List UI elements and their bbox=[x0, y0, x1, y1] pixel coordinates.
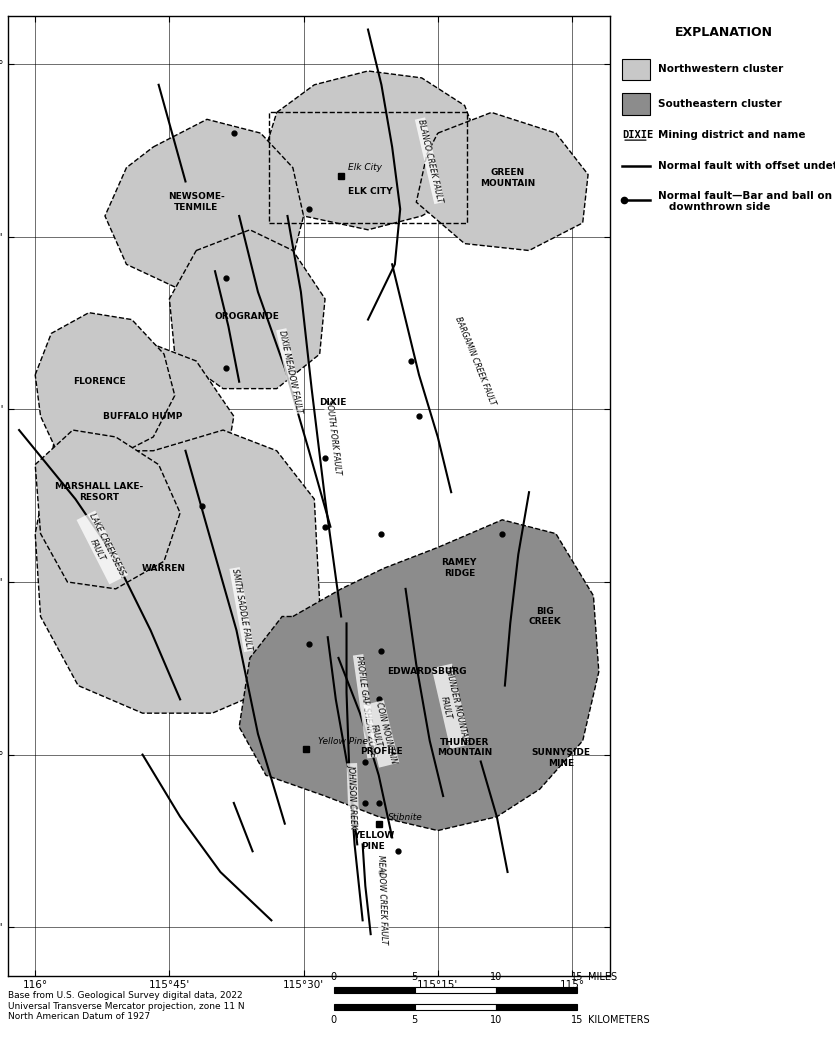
FancyBboxPatch shape bbox=[622, 59, 650, 80]
Text: 10: 10 bbox=[490, 971, 502, 982]
Text: PROFILE GAP SHEAR ZONE: PROFILE GAP SHEAR ZONE bbox=[354, 655, 377, 757]
Text: YELLOW
PINE: YELLOW PINE bbox=[352, 831, 394, 851]
Text: 0: 0 bbox=[331, 1014, 337, 1025]
Text: BIG
CREEK: BIG CREEK bbox=[529, 606, 561, 626]
Text: Northwestern cluster: Northwestern cluster bbox=[658, 64, 783, 74]
Text: MARSHALL LAKE-
RESORT: MARSHALL LAKE- RESORT bbox=[55, 483, 144, 501]
Text: COIN MOUNTAIN
FAULT: COIN MOUNTAIN FAULT bbox=[364, 701, 398, 767]
Polygon shape bbox=[261, 71, 481, 230]
Bar bbox=[333, 1004, 415, 1010]
Text: LAKE CREEK-SESS.
FAULT: LAKE CREEK-SESS. FAULT bbox=[78, 512, 127, 583]
Text: 15: 15 bbox=[571, 971, 584, 982]
Text: PROFILE: PROFILE bbox=[360, 747, 402, 755]
Text: BUFFALO HUMP: BUFFALO HUMP bbox=[103, 412, 182, 421]
Bar bbox=[496, 986, 577, 992]
Text: Base from U.S. Geological Survey digital data, 2022
Universal Transverse Mercato: Base from U.S. Geological Survey digital… bbox=[8, 991, 245, 1021]
Polygon shape bbox=[239, 520, 599, 831]
Text: DIXIE: DIXIE bbox=[320, 398, 347, 407]
Text: OROGRANDE: OROGRANDE bbox=[215, 312, 280, 321]
Polygon shape bbox=[105, 120, 304, 292]
Bar bbox=[415, 1004, 496, 1010]
Text: NEWSOME-
TENMILE: NEWSOME- TENMILE bbox=[168, 192, 225, 212]
Polygon shape bbox=[170, 230, 325, 388]
Text: Southeastern cluster: Southeastern cluster bbox=[658, 99, 782, 109]
Text: 5: 5 bbox=[412, 1014, 418, 1025]
Text: 10: 10 bbox=[490, 1014, 502, 1025]
Text: BARGAMIN CREEK FAULT: BARGAMIN CREEK FAULT bbox=[453, 316, 498, 407]
Text: 15: 15 bbox=[571, 1014, 584, 1025]
Text: GREEN
MOUNTAIN: GREEN MOUNTAIN bbox=[480, 168, 535, 188]
Text: RAMEY
RIDGE: RAMEY RIDGE bbox=[442, 558, 477, 578]
Text: WARREN: WARREN bbox=[142, 563, 186, 573]
Text: downthrown side: downthrown side bbox=[658, 202, 771, 212]
Text: Mining district and name: Mining district and name bbox=[658, 130, 806, 140]
Text: THUNDER MOUNTAIN
FAULT: THUNDER MOUNTAIN FAULT bbox=[433, 664, 470, 748]
Text: JOHNSON CREEK: JOHNSON CREEK bbox=[347, 764, 358, 829]
Text: DIXIE: DIXIE bbox=[622, 130, 654, 140]
Text: MILES: MILES bbox=[589, 971, 618, 982]
Text: MEADOW CREEK FAULT: MEADOW CREEK FAULT bbox=[377, 855, 388, 944]
Polygon shape bbox=[51, 340, 234, 506]
Text: EDWARDSBURG: EDWARDSBURG bbox=[387, 667, 467, 677]
Text: FLORENCE: FLORENCE bbox=[73, 378, 126, 386]
Text: DIXIE MEADOW FAULT: DIXIE MEADOW FAULT bbox=[277, 329, 303, 413]
Text: Normal fault with offset undetermined: Normal fault with offset undetermined bbox=[658, 160, 835, 171]
Bar bbox=[269, 112, 468, 222]
Polygon shape bbox=[417, 112, 588, 251]
Text: EXPLANATION: EXPLANATION bbox=[676, 26, 773, 40]
Text: BLANCO CREEK FAULT: BLANCO CREEK FAULT bbox=[416, 119, 443, 204]
Text: THUNDER
MOUNTAIN: THUNDER MOUNTAIN bbox=[437, 738, 493, 757]
Text: KILOMETERS: KILOMETERS bbox=[589, 1014, 650, 1025]
Text: 5: 5 bbox=[412, 971, 418, 982]
Text: Yellow Pine: Yellow Pine bbox=[318, 737, 368, 746]
Text: ELK CITY: ELK CITY bbox=[348, 188, 393, 196]
Polygon shape bbox=[35, 313, 175, 465]
Text: Stibnite: Stibnite bbox=[388, 813, 423, 821]
Text: Elk City: Elk City bbox=[347, 163, 382, 172]
Text: 0: 0 bbox=[331, 971, 337, 982]
Text: SMITH SADDLE FAULT: SMITH SADDLE FAULT bbox=[230, 568, 254, 651]
Bar bbox=[496, 1004, 577, 1010]
Polygon shape bbox=[35, 430, 180, 588]
Text: Normal fault—Bar and ball on: Normal fault—Bar and ball on bbox=[658, 191, 832, 201]
Bar bbox=[415, 986, 496, 992]
Text: SOUTH FORK FAULT: SOUTH FORK FAULT bbox=[324, 399, 342, 475]
Polygon shape bbox=[35, 430, 320, 713]
Text: SUNNYSIDE
MINE: SUNNYSIDE MINE bbox=[532, 748, 590, 768]
Bar bbox=[333, 986, 415, 992]
FancyBboxPatch shape bbox=[622, 93, 650, 114]
